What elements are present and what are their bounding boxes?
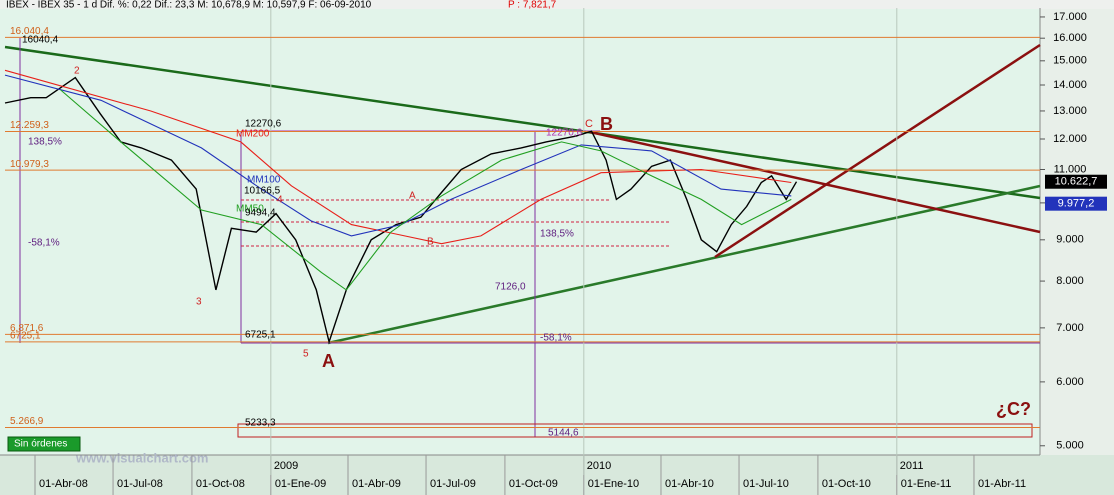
annotation: 2	[74, 66, 80, 77]
y-tick-label: 16.000	[1053, 32, 1087, 44]
title-extra: P : 7,821,7	[508, 0, 557, 11]
y-axis-area	[1040, 8, 1114, 455]
annotation: 5144,6	[548, 428, 579, 439]
x-tick-label: 01-Abr-11	[978, 478, 1026, 490]
year-label: 2010	[587, 460, 611, 472]
annotation: MM200	[236, 129, 270, 140]
trend-line	[4, 45, 1041, 200]
status-button-label[interactable]: Sin órdenes	[14, 439, 67, 450]
series-line	[4, 76, 798, 345]
x-tick-label: 01-Oct-09	[509, 478, 558, 490]
level-label: 10.979,3	[10, 159, 49, 170]
level-label: 6725,1	[10, 331, 41, 342]
annotation: 12270,6	[245, 119, 282, 130]
price-tag-label: 10.622,7	[1055, 176, 1098, 188]
level-label: 16.040,4	[10, 26, 49, 37]
drawings	[4, 38, 1041, 438]
annotation: -58,1%	[28, 238, 60, 249]
x-tick-label: 01-Abr-08	[39, 478, 88, 490]
y-tick-label: 8.000	[1056, 275, 1084, 287]
level-label: 12.259,3	[10, 120, 49, 131]
annotation: 10166,5	[244, 186, 281, 197]
series-line	[4, 69, 792, 245]
annotation: ¿C?	[996, 399, 1031, 419]
annotation: 5233,3	[245, 418, 276, 429]
annotation: B	[427, 237, 434, 248]
annotation: MM100	[247, 175, 281, 186]
annotation: C	[585, 118, 593, 130]
y-tick-label: 17.000	[1053, 11, 1087, 23]
annotation: B	[600, 114, 613, 134]
y-tick-label: 5.000	[1056, 440, 1084, 452]
x-tick-label: 01-Jul-10	[743, 478, 789, 490]
x-tick-label: 01-Jul-08	[117, 478, 163, 490]
year-label: 2009	[274, 460, 298, 472]
annotation: 16040,4	[22, 35, 59, 46]
year-label: 2011	[900, 460, 924, 472]
price-tag	[1045, 174, 1107, 189]
annotation: 5	[303, 349, 309, 360]
trend-line	[589, 130, 1041, 234]
x-tick-label: 01-Oct-08	[196, 478, 245, 490]
annotation: 3	[196, 297, 202, 308]
x-tick-label: 01-Ene-11	[901, 478, 952, 490]
level-label: 6.871,6	[10, 323, 44, 334]
annotation: 138,5%	[28, 137, 62, 148]
annotation: 7126,0	[495, 282, 526, 293]
price-tag	[1045, 196, 1107, 211]
x-tick-label: 01-Jul-09	[430, 478, 476, 490]
annotation: MM50	[236, 204, 264, 215]
y-tick-label: 6.000	[1056, 376, 1084, 388]
y-tick-label: 14.000	[1053, 79, 1087, 91]
target-box	[237, 423, 1033, 438]
title-bar	[0, 0, 1114, 9]
y-tick-label: 11.000	[1054, 163, 1087, 175]
title: IBEX - IBEX 35 - 1 d Dif. %: 0,22 Dif.: …	[6, 0, 372, 11]
x-tick-label: 01-Oct-10	[822, 478, 871, 490]
y-tick-label: 12.000	[1053, 133, 1087, 145]
y-tick-label: 7.000	[1056, 322, 1084, 334]
x-tick-label: 01-Abr-09	[352, 478, 401, 490]
annotation: A	[409, 191, 416, 202]
y-tick-label: 13.000	[1053, 105, 1087, 117]
watermark: www.visualchart.com	[75, 450, 208, 465]
plot-area	[0, 8, 1040, 455]
y-tick-label: 9.000	[1056, 234, 1084, 246]
annotation: 12270,6	[546, 128, 583, 139]
x-tick-label: 01-Ene-09	[275, 478, 326, 490]
status-button[interactable]	[7, 436, 81, 452]
price-tag-label: 9.977,2	[1058, 198, 1095, 210]
series-line	[60, 89, 792, 291]
annotation: A	[322, 351, 335, 371]
annotation: -58,1%	[540, 333, 572, 344]
annotation: 9494,4	[245, 208, 276, 219]
trend-line	[327, 184, 1041, 345]
trend-line	[714, 43, 1041, 259]
x-tick-label: 01-Abr-10	[665, 478, 714, 490]
annotation: 4	[277, 195, 283, 206]
annotation: 138,5%	[540, 229, 574, 240]
annotation: 6725,1	[245, 330, 276, 341]
x-tick-label: 01-Ene-10	[588, 478, 639, 490]
level-label: 5.266,9	[10, 416, 44, 427]
y-tick-label: 15.000	[1053, 55, 1087, 67]
